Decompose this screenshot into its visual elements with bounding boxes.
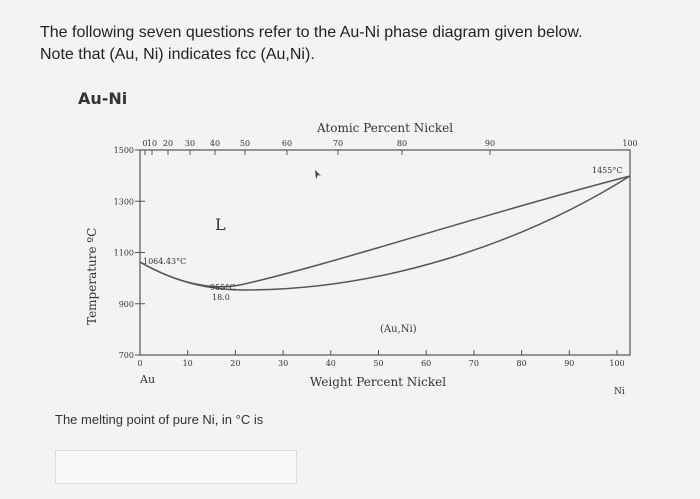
annotation: 1455°C bbox=[592, 166, 622, 175]
top-tick-label: 60 bbox=[282, 139, 292, 148]
annotation: 1064.43°C bbox=[143, 257, 186, 266]
cursor bbox=[315, 170, 321, 179]
phase-diagram: Au-Ni Atomic Percent Nickel Weight Perce… bbox=[78, 89, 638, 397]
top-tick-label: 40 bbox=[210, 139, 220, 148]
top-tick-label: 80 bbox=[397, 139, 407, 148]
region-label: (Au,Ni) bbox=[380, 324, 417, 335]
bottom-tick-label: 10 bbox=[183, 359, 193, 368]
intro-line: The following seven questions refer to t… bbox=[40, 24, 583, 41]
left-tick-label: 700 bbox=[119, 351, 134, 360]
intro-line: Note that (Au, Ni) indicates fcc (Au,Ni)… bbox=[40, 46, 315, 63]
answer-input[interactable] bbox=[55, 450, 297, 484]
top-tick-label: 70 bbox=[333, 139, 343, 148]
top-tick-label: 10 bbox=[147, 139, 157, 148]
left-tick-label: 1100 bbox=[114, 249, 134, 258]
bottom-tick-label: 100 bbox=[609, 359, 624, 368]
bottom-tick-label: 70 bbox=[469, 359, 479, 368]
top-tick-label: 20 bbox=[163, 139, 173, 148]
element-label: Ni bbox=[614, 387, 625, 397]
bottom-tick-label: 20 bbox=[230, 359, 240, 368]
top-tick-label: 90 bbox=[485, 139, 495, 148]
diagram-title: Au-Ni bbox=[78, 89, 127, 108]
top-tick-label: 0 bbox=[142, 139, 147, 148]
top-tick-label: 50 bbox=[240, 139, 250, 148]
left-tick-label: 900 bbox=[119, 300, 134, 309]
left-tick-label: 1300 bbox=[114, 197, 134, 206]
annotation: 955°C bbox=[210, 283, 235, 292]
annotation: 18.0 bbox=[212, 293, 230, 302]
bottom-tick-label: 80 bbox=[517, 359, 527, 368]
bottom-tick-label: 0 bbox=[137, 359, 142, 368]
top-axis-label: Atomic Percent Nickel bbox=[316, 121, 453, 135]
bottom-tick-label: 30 bbox=[278, 359, 288, 368]
bottom-tick-label: 40 bbox=[326, 359, 336, 368]
left-axis-label: Temperature ºC bbox=[85, 228, 99, 325]
solidus bbox=[139, 175, 631, 291]
bottom-tick-label: 60 bbox=[421, 359, 431, 368]
left-tick-label: 1500 bbox=[114, 146, 134, 155]
bottom-tick-label: 50 bbox=[373, 359, 383, 368]
top-tick-label: 100 bbox=[622, 139, 637, 148]
bottom-axis-label: Weight Percent Nickel bbox=[310, 375, 446, 389]
liquidus bbox=[139, 175, 631, 288]
top-tick-label: 30 bbox=[185, 139, 195, 148]
question: The melting point of pure Ni, in °C is bbox=[55, 412, 264, 427]
element-label: Au bbox=[139, 373, 155, 386]
region-label: L bbox=[215, 215, 226, 234]
bottom-tick-label: 90 bbox=[564, 359, 574, 368]
